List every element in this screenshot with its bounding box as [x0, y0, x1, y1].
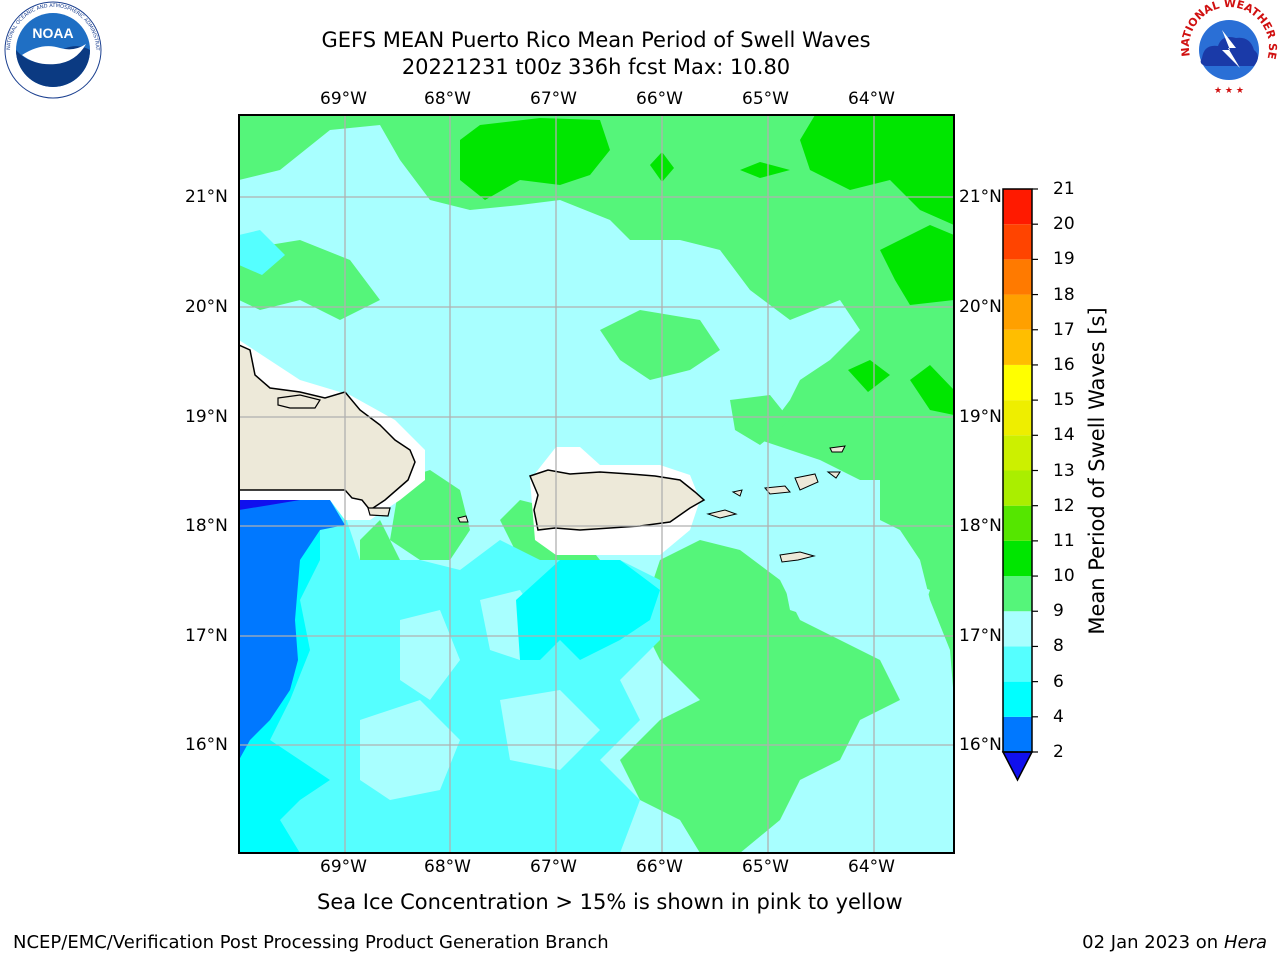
lat-label-right: 16°N — [959, 735, 1002, 755]
colorbar-tick-label: 16 — [1053, 354, 1075, 375]
map-title: GEFS MEAN Puerto Rico Mean Period of Swe… — [321, 28, 871, 52]
lat-label-left: 17°N — [185, 626, 228, 646]
colorbar-extend-triangle — [1001, 751, 1034, 782]
colorbar-tick-label: 11 — [1053, 530, 1075, 551]
colorbar-segment — [1003, 611, 1032, 647]
footer-date: 02 Jan 2023 on Hera — [1082, 932, 1267, 953]
colorbar-tick-label: 17 — [1053, 319, 1075, 340]
colorbar-tick-label: 8 — [1053, 636, 1064, 657]
colorbar-segment — [1003, 224, 1032, 260]
lon-label-bottom: 67°W — [530, 857, 577, 877]
colorbar-segment — [1003, 329, 1032, 365]
lon-label-bottom: 65°W — [742, 857, 789, 877]
colorbar-tick-label: 4 — [1053, 706, 1064, 727]
colorbar-segment — [1003, 716, 1032, 752]
colorbar-tick-label: 14 — [1053, 425, 1075, 446]
colorbar-segment — [1003, 540, 1032, 577]
lon-label-top: 65°W — [742, 89, 789, 109]
lon-label-top: 69°W — [320, 89, 367, 109]
colorbar-segment — [1003, 681, 1032, 717]
colorbar-segment — [1003, 646, 1032, 682]
lon-label-bottom: 66°W — [636, 857, 683, 877]
colorbar-segment — [1003, 505, 1032, 541]
footer-credit: NCEP/EMC/Verification Post Processing Pr… — [13, 932, 609, 953]
colorbar-tick-label: 21 — [1053, 179, 1075, 199]
lat-label-right: 21°N — [959, 187, 1002, 207]
colorbar-tick-label: 9 — [1053, 601, 1064, 622]
colorbar-tick-label: 15 — [1053, 390, 1075, 411]
colorbar-tick-label: 12 — [1053, 495, 1075, 516]
lat-label-right: 17°N — [959, 626, 1002, 646]
colorbar-tick-label: 13 — [1053, 460, 1075, 481]
lon-label-bottom: 64°W — [848, 857, 895, 877]
sea-ice-note: Sea Ice Concentration > 15% is shown in … — [317, 890, 903, 914]
lat-label-left: 18°N — [185, 516, 228, 536]
colorbar-segment — [1003, 400, 1032, 436]
colorbar-tick-label: 6 — [1053, 671, 1064, 692]
colorbar-tick-label: 19 — [1053, 249, 1075, 270]
footer-machine: Hera — [1223, 932, 1267, 953]
colorbar-segment — [1003, 576, 1032, 612]
lon-label-top: 67°W — [530, 89, 577, 109]
lon-label-top: 64°W — [848, 89, 895, 109]
map-frame — [238, 114, 955, 854]
lat-label-right: 19°N — [959, 407, 1002, 427]
colorbar-segment — [1003, 364, 1032, 401]
lat-label-right: 18°N — [959, 516, 1002, 536]
lat-label-left: 21°N — [185, 187, 228, 207]
swell-period-field — [239, 115, 954, 853]
lon-label-bottom: 68°W — [424, 857, 471, 877]
colorbar-label: Mean Period of Swell Waves [s] — [1085, 307, 1109, 635]
lon-label-top: 68°W — [424, 89, 471, 109]
colorbar-segment — [1003, 189, 1032, 225]
lat-label-left: 16°N — [185, 735, 228, 755]
lat-label-left: 20°N — [185, 297, 228, 317]
lon-label-bottom: 69°W — [320, 857, 367, 877]
noaa-logo-text: NOAA — [32, 25, 73, 41]
colorbar-segment — [1003, 435, 1032, 471]
lat-label-left: 19°N — [185, 407, 228, 427]
colorbar-tick-label: 20 — [1053, 214, 1075, 235]
colorbar-tick-label: 2 — [1053, 742, 1064, 762]
noaa-logo: NOAA NATIONAL OCEANIC AND ATMOSPHERIC AD… — [2, 0, 102, 99]
nws-logo: NATIONAL WEATHER SERVICE ★ ★ ★ — [1178, 0, 1279, 97]
colorbar-segment — [1003, 259, 1032, 295]
graticule — [239, 115, 954, 853]
colorbar — [1001, 188, 1038, 782]
colorbar-tick-label: 10 — [1053, 566, 1075, 587]
colorbar-tick-label: 18 — [1053, 284, 1075, 305]
lat-label-right: 20°N — [959, 297, 1002, 317]
map-subtitle: 20221231 t00z 336h fcst Max: 10.80 — [401, 55, 791, 79]
lon-label-top: 66°W — [636, 89, 683, 109]
footer-date-text: 02 Jan 2023 on — [1082, 932, 1224, 953]
colorbar-segment — [1003, 470, 1032, 506]
svg-text:★ ★ ★: ★ ★ ★ — [1214, 86, 1244, 96]
colorbar-segment — [1003, 294, 1032, 330]
